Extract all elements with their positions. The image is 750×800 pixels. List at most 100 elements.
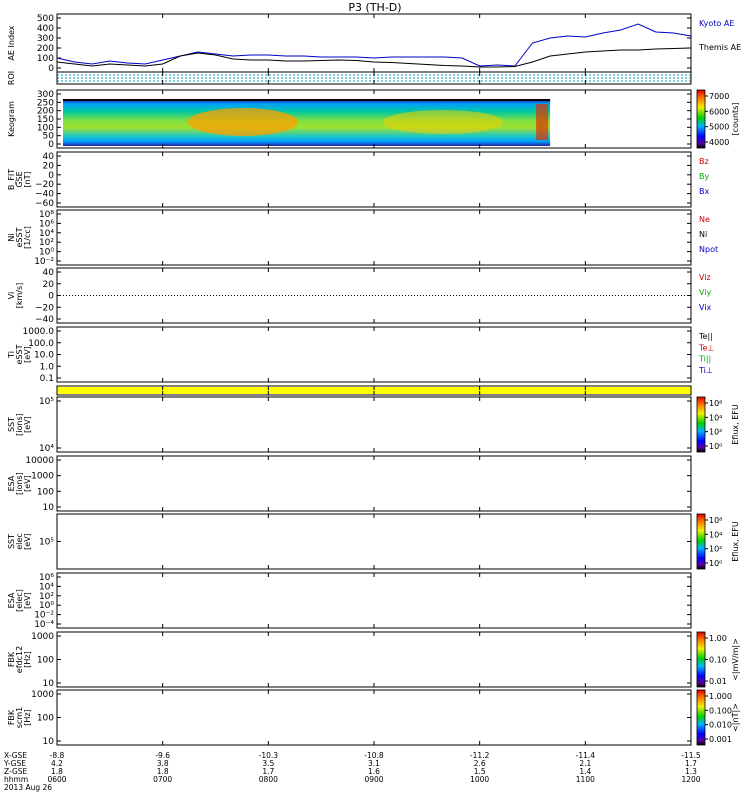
y-tick-label: 10⁶ xyxy=(39,573,54,583)
legend-entry: Bz xyxy=(699,157,709,166)
colorbar-tick-label: 10⁴ xyxy=(709,413,722,422)
y-tick-label: 0 xyxy=(48,292,54,302)
colorbar-tick-label: 7000 xyxy=(709,92,729,101)
y-tick-label: 50 xyxy=(43,132,55,142)
y-tick-label: 10000 xyxy=(25,456,54,466)
panel-frame xyxy=(56,689,692,746)
panel-frame xyxy=(56,326,692,383)
y-tick-label: 200 xyxy=(37,107,54,117)
x-tick-label: 3.1 xyxy=(368,759,380,768)
x-tick-label: 0600 xyxy=(47,775,66,784)
colorbar-label: <|mV/m|> xyxy=(731,638,740,681)
colorbar-tick-label: 10⁸ xyxy=(709,399,722,408)
y-axis-label: ESA xyxy=(7,592,16,608)
x-tick-label: -8.8 xyxy=(50,751,65,760)
y-axis-label: [km/s] xyxy=(15,283,24,309)
y-tick-label: 1000 xyxy=(31,632,54,642)
cb-keogram: 7000 6000 5000 4000[counts] xyxy=(696,89,740,149)
y-tick-label: 10⁰ xyxy=(39,601,54,611)
x-row-label: 2013 Aug 26 xyxy=(4,783,52,792)
keogram-hotspot xyxy=(188,108,298,136)
x-row-label: Y-GSE xyxy=(3,759,26,768)
x-tick-label: 1200 xyxy=(681,775,700,784)
y-tick-label: 100 xyxy=(37,656,54,666)
panel-fbk2: 1000 100 10 FBK scm1 [Hz] xyxy=(7,689,692,747)
colorbar-bar xyxy=(696,396,706,453)
colorbar-label: Eflux, EFU xyxy=(731,404,740,445)
legend-entry: By xyxy=(699,172,709,181)
y-tick-label: 100 xyxy=(37,123,54,133)
y-tick-label: 10⁻² xyxy=(34,257,54,267)
x-tick-label: 1.8 xyxy=(51,767,63,776)
x-tick-label: 3.8 xyxy=(157,759,169,768)
panel-ssti: 10⁵ 10⁴ SST [ions] [eV] xyxy=(7,396,692,454)
x-tick-label: 1.7 xyxy=(262,767,274,776)
colorbar-tick-label: 6000 xyxy=(709,107,729,116)
y-axis-label: Keogram xyxy=(7,101,16,137)
y-tick-label: 10.0 xyxy=(34,351,54,361)
y-tick-label: 10⁵ xyxy=(39,538,54,548)
x-tick-label: -11.5 xyxy=(681,751,701,760)
y-axis-label: ESA xyxy=(7,475,16,491)
y-tick-label: 300 xyxy=(37,90,54,100)
colorbar-tick-label: 0.001 xyxy=(709,735,732,744)
cb-fbk1: 1.00 0.10 0.01 <|mV/m|> xyxy=(696,631,740,688)
legend-entry: Themis AE xyxy=(698,43,741,52)
legend-entry: Kyoto AE xyxy=(699,19,734,28)
plot-title: P3 (TH-D) xyxy=(348,1,401,14)
y-axis-label: [eV] xyxy=(23,475,32,492)
y-axis-label: efdc12 xyxy=(15,646,24,673)
x-tick-label: 1.7 xyxy=(685,759,697,768)
panel-frame xyxy=(56,396,692,453)
colorbars: 7000 6000 5000 4000[counts] 10⁸ 10⁴ 10² 10⁰ Eflu… xyxy=(696,89,740,746)
y-axis-label: [elec] xyxy=(15,589,24,612)
x-tick-label: -10.8 xyxy=(364,751,384,760)
keogram-hotspot xyxy=(536,104,549,140)
panel-frame xyxy=(56,572,692,629)
y-tick-label: 10⁰ xyxy=(39,248,54,258)
panel-frame xyxy=(56,151,692,208)
legend-entry: Viz xyxy=(699,273,711,282)
legend-entry: Viy xyxy=(699,288,712,297)
colorbar-label: <|nT|> xyxy=(731,703,740,732)
colorbar-bar xyxy=(696,631,706,688)
y-tick-label: 300 xyxy=(37,34,54,44)
x-tick-label: 0800 xyxy=(259,775,278,784)
series-themis-ae xyxy=(56,47,692,68)
y-tick-label: 1000 xyxy=(31,472,54,482)
y-tick-label: 20 xyxy=(43,161,55,171)
panel-frame xyxy=(56,13,692,73)
y-axis-label: [eV] xyxy=(23,592,32,609)
y-axis-label: AE Index xyxy=(7,25,16,60)
colorbar-tick-label: 10⁰ xyxy=(709,442,722,451)
x-tick-label: -11.2 xyxy=(470,751,490,760)
y-axis-label: FBK xyxy=(7,709,16,725)
y-tick-label: 10 xyxy=(43,503,55,513)
y-tick-label: 500 xyxy=(37,14,54,24)
panel-roi: ROI xyxy=(7,71,692,85)
x-tick-label: 0700 xyxy=(153,775,172,784)
x-tick-label: 1000 xyxy=(470,775,489,784)
y-tick-label: 10² xyxy=(39,238,54,248)
y-tick-label: 0.1 xyxy=(40,374,54,384)
legend-entry: Ti|| xyxy=(698,355,711,364)
y-tick-label: 200 xyxy=(37,44,54,54)
panel-frame xyxy=(56,513,692,570)
y-tick-label: −40 xyxy=(35,315,54,325)
y-tick-label: −20 xyxy=(35,303,54,313)
y-tick-label: 1000.0 xyxy=(23,327,55,337)
colorbar-tick-label: 10⁴ xyxy=(709,530,722,539)
y-axis-label: GSE xyxy=(15,171,24,187)
y-axis-label: ROI xyxy=(7,71,16,85)
y-axis-label: [Hz] xyxy=(23,651,32,667)
y-tick-label: 0 xyxy=(48,171,54,181)
y-axis-label: scm1 xyxy=(15,707,24,728)
x-tick-label: -11.4 xyxy=(576,751,596,760)
x-tick-label: 1.3 xyxy=(685,767,697,776)
legend-entry: Ni xyxy=(699,230,707,239)
x-tick-label: 0900 xyxy=(364,775,383,784)
y-axis-label: B_FIT xyxy=(7,169,16,190)
